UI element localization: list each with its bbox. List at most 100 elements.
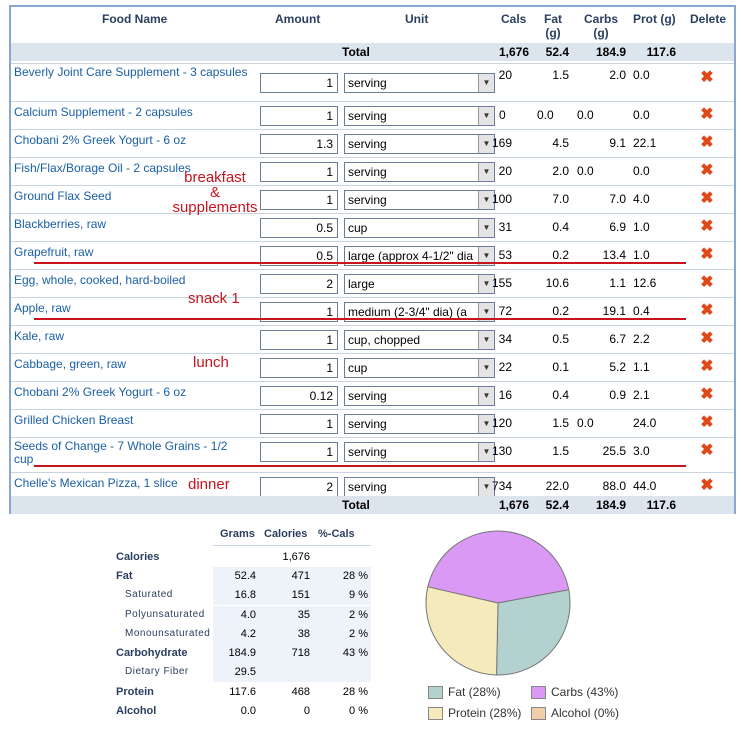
dropdown-arrow-icon: ▼: [478, 163, 494, 181]
pie-slice: [496, 589, 571, 676]
delete-icon[interactable]: ✖: [700, 330, 714, 347]
delete-icon[interactable]: ✖: [700, 190, 714, 207]
food-row: Ground Flax Seed 1 serving ▼ 100 7.0 7.0 …: [11, 185, 734, 213]
total-label: Total: [342, 498, 370, 512]
unit-select[interactable]: cup ▼: [344, 218, 495, 238]
cals-value: 22: [498, 360, 512, 374]
amount-input[interactable]: 1: [260, 162, 338, 182]
food-name-link[interactable]: Calcium Supplement - 2 capsules: [14, 105, 193, 119]
unit-select-value: serving: [348, 109, 387, 123]
total-fat: 52.4: [545, 498, 569, 512]
nutrient-calories: 471: [291, 570, 310, 582]
delete-icon[interactable]: ✖: [700, 246, 714, 263]
delete-icon[interactable]: ✖: [700, 358, 714, 375]
amount-input[interactable]: 1: [260, 190, 338, 210]
food-name-link[interactable]: Egg, whole, cooked, hard-boiled: [14, 273, 186, 287]
unit-select[interactable]: large (approx 4-1/2" dia ▼: [344, 246, 495, 266]
delete-icon[interactable]: ✖: [700, 134, 714, 151]
unit-select[interactable]: serving ▼: [344, 134, 495, 154]
amount-input[interactable]: 2: [260, 477, 338, 497]
total-fat: 52.4: [545, 45, 569, 59]
prot-value: 44.0: [633, 479, 657, 493]
food-row: Egg, whole, cooked, hard-boiled 2 large ▼…: [11, 269, 734, 297]
carbs-value: 88.0: [602, 479, 626, 493]
unit-select[interactable]: large ▼: [344, 274, 495, 294]
food-name-link[interactable]: Fish/Flax/Borage Oil - 2 capsules: [14, 161, 191, 175]
row-shade: [213, 663, 371, 682]
carbs-value: 2.0: [609, 68, 626, 82]
amount-input[interactable]: 1: [260, 414, 338, 434]
unit-select[interactable]: serving ▼: [344, 162, 495, 182]
unit-select[interactable]: cup ▼: [344, 358, 495, 378]
food-name-link[interactable]: Chelle's Mexican Pizza, 1 slice: [14, 476, 178, 490]
annotation-snack: snack 1: [188, 290, 240, 307]
delete-icon[interactable]: ✖: [700, 162, 714, 179]
delete-icon[interactable]: ✖: [700, 442, 714, 459]
delete-icon[interactable]: ✖: [700, 477, 714, 494]
carbs-value: 0.0: [577, 164, 594, 178]
amount-input[interactable]: 1: [260, 330, 338, 350]
cals-value: 0: [499, 108, 506, 122]
amount-input[interactable]: 1: [260, 302, 338, 322]
nutrient-pct: 0 %: [349, 705, 368, 717]
food-name-link[interactable]: Apple, raw: [14, 301, 71, 315]
cals-value: 16: [498, 388, 512, 402]
amount-input[interactable]: 1: [260, 106, 338, 126]
unit-select[interactable]: serving ▼: [344, 442, 495, 462]
nutri-header-pct: %-Cals: [318, 528, 355, 540]
food-name-link[interactable]: Blackberries, raw: [14, 217, 107, 231]
food-name-link[interactable]: Seeds of Change - 7 Whole Grains - 1/2 c…: [14, 439, 228, 466]
nutrient-calories: 468: [291, 686, 310, 698]
delete-icon[interactable]: ✖: [700, 302, 714, 319]
dropdown-arrow-icon: ▼: [478, 74, 494, 92]
header-prot: Prot (g): [633, 12, 676, 26]
cals-value: 34: [498, 332, 512, 346]
nutrient-grams: 0.0: [240, 705, 256, 717]
unit-select[interactable]: serving ▼: [344, 73, 495, 93]
unit-select[interactable]: serving ▼: [344, 477, 495, 497]
carbs-value: 13.4: [602, 248, 626, 262]
unit-select-value: serving: [348, 193, 387, 207]
header-delete: Delete: [690, 12, 727, 26]
amount-input[interactable]: 2: [260, 274, 338, 294]
amount-input[interactable]: 1: [260, 442, 338, 462]
unit-select[interactable]: medium (2-3/4" dia) (a ▼: [344, 302, 495, 322]
header-amount: Amount: [275, 12, 321, 26]
food-name-link[interactable]: Cabbage, green, raw: [14, 357, 127, 371]
amount-input[interactable]: 0.12: [260, 386, 338, 406]
food-name-link[interactable]: Grilled Chicken Breast: [14, 413, 134, 427]
food-row: Chelle's Mexican Pizza, 1 slice 2 servin…: [11, 472, 734, 500]
food-name-link[interactable]: Ground Flax Seed: [14, 189, 112, 203]
delete-icon[interactable]: ✖: [700, 106, 714, 123]
food-name-link[interactable]: Chobani 2% Greek Yogurt - 6 oz: [14, 133, 187, 147]
amount-input[interactable]: 1.3: [260, 134, 338, 154]
nutrient-label: Dietary Fiber: [125, 666, 189, 677]
food-name-link[interactable]: Beverly Joint Care Supplement - 3 capsul…: [14, 65, 248, 79]
unit-select[interactable]: serving ▼: [344, 190, 495, 210]
row-shade: [213, 586, 371, 605]
delete-icon[interactable]: ✖: [700, 218, 714, 235]
prot-value: 2.1: [633, 388, 650, 402]
unit-select[interactable]: cup, chopped ▼: [344, 330, 495, 350]
nutrient-calories: 35: [297, 609, 310, 621]
food-name-link[interactable]: Kale, raw: [14, 329, 65, 343]
fat-value: 1.5: [552, 416, 569, 430]
food-name-link[interactable]: Grapefruit, raw: [14, 245, 94, 259]
food-row: Calcium Supplement - 2 capsules 1 servin…: [11, 101, 734, 129]
amount-input[interactable]: 0.5: [260, 246, 338, 266]
food-name-link[interactable]: Chobani 2% Greek Yogurt - 6 oz: [14, 385, 187, 399]
nutrient-grams: 16.8: [234, 589, 256, 601]
amount-input[interactable]: 1: [260, 358, 338, 378]
delete-icon[interactable]: ✖: [700, 274, 714, 291]
amount-input[interactable]: 0.5: [260, 218, 338, 238]
cals-value: 734: [491, 479, 512, 493]
delete-icon[interactable]: ✖: [700, 414, 714, 431]
header-food-name: Food Name: [102, 12, 168, 26]
unit-select[interactable]: serving ▼: [344, 106, 495, 126]
unit-select-value: serving: [348, 165, 387, 179]
amount-input[interactable]: 1: [260, 73, 338, 93]
unit-select[interactable]: serving ▼: [344, 414, 495, 434]
unit-select[interactable]: serving ▼: [344, 386, 495, 406]
delete-icon[interactable]: ✖: [700, 69, 714, 86]
delete-icon[interactable]: ✖: [700, 386, 714, 403]
